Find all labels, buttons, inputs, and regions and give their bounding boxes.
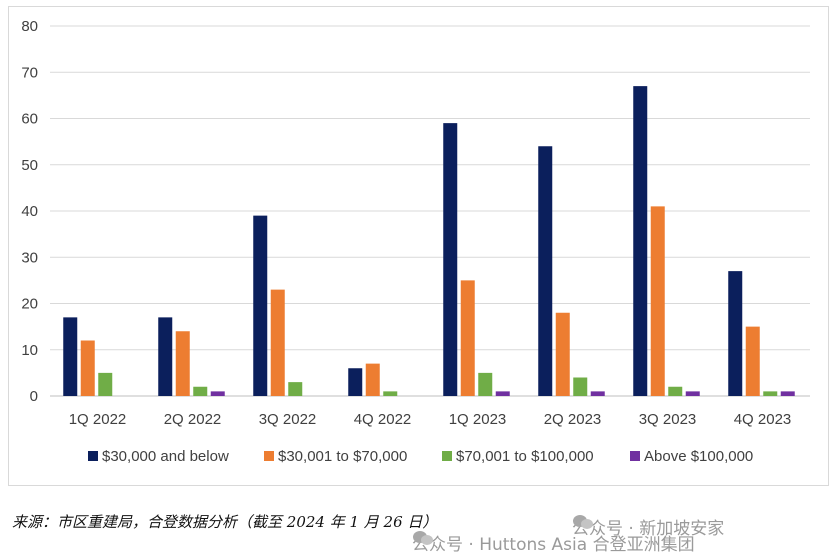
bar — [443, 123, 458, 396]
y-tick-label: 40 — [21, 203, 38, 220]
bar — [270, 289, 285, 396]
y-tick-label: 70 — [21, 64, 38, 81]
legend-swatch — [88, 451, 98, 461]
y-axis-ticks: 0 10 20 30 40 50 60 70 80 — [21, 18, 38, 405]
bar — [158, 317, 173, 396]
bar — [650, 206, 665, 396]
legend-swatch — [630, 451, 640, 461]
bar — [383, 391, 398, 396]
legend: $30,000 and below $30,001 to $70,000 $70,0… — [88, 448, 753, 465]
legend-label: $30,000 and below — [102, 448, 229, 465]
bar — [175, 331, 190, 396]
bar — [573, 377, 588, 396]
x-tick-label: 3Q 2022 — [259, 411, 317, 428]
bar — [193, 386, 208, 396]
bar — [63, 317, 78, 396]
bar — [668, 386, 683, 396]
y-tick-label: 10 — [21, 342, 38, 359]
bar — [80, 340, 95, 396]
x-tick-label: 4Q 2022 — [354, 411, 412, 428]
bar — [633, 86, 648, 396]
legend-swatch — [442, 451, 452, 461]
y-tick-label: 30 — [21, 249, 38, 266]
legend-label: Above $100,000 — [644, 448, 753, 465]
bar — [253, 215, 268, 396]
watermark-1: 公众号 · 新加坡安家 — [572, 514, 724, 539]
chart-frame — [8, 6, 829, 486]
watermark-1-text: 公众号 · 新加坡安家 — [572, 519, 725, 539]
source-note: 来源：市区重建局，合登数据分析（截至 2024 年 1 月 26 日） — [12, 513, 438, 531]
x-axis-ticks: 1Q 2022 2Q 2022 3Q 2022 4Q 2022 1Q 2023 2Q 20… — [69, 411, 792, 428]
bar — [538, 146, 553, 396]
wechat-icon — [413, 531, 433, 545]
bar — [590, 391, 605, 396]
bar — [348, 368, 363, 396]
legend-swatch — [264, 451, 274, 461]
bars — [63, 86, 795, 396]
x-tick-label: 2Q 2023 — [544, 411, 602, 428]
bar — [763, 391, 778, 396]
y-tick-label: 50 — [21, 157, 38, 174]
bar — [495, 391, 510, 396]
wechat-icon — [573, 515, 593, 529]
bar — [210, 391, 225, 396]
x-tick-label: 4Q 2023 — [734, 411, 792, 428]
bar — [745, 326, 760, 396]
legend-label: $70,001 to $100,000 — [456, 448, 594, 465]
bar — [460, 280, 475, 396]
bar — [728, 271, 743, 396]
watermark-2: 公众号 · Huttons Asia 合登亚洲集团 — [412, 530, 695, 555]
bar — [288, 382, 303, 396]
x-tick-label: 1Q 2023 — [449, 411, 507, 428]
bar — [555, 312, 570, 396]
y-tick-label: 80 — [21, 18, 38, 35]
bar — [365, 363, 380, 396]
bar — [98, 372, 113, 396]
legend-label: $30,001 to $70,000 — [278, 448, 407, 465]
x-tick-label: 2Q 2022 — [164, 411, 222, 428]
y-tick-label: 60 — [21, 111, 38, 128]
bar — [780, 391, 795, 396]
bar — [685, 391, 700, 396]
y-tick-label: 0 — [30, 388, 38, 405]
bar — [478, 372, 493, 396]
watermark-2-text: 公众号 · Huttons Asia 合登亚洲集团 — [412, 535, 695, 555]
bar-chart: 0 10 20 30 40 50 60 70 80 1Q 2022 2Q 2022 3Q 2022 4… — [21, 18, 810, 465]
x-tick-label: 1Q 2022 — [69, 411, 127, 428]
x-tick-label: 3Q 2023 — [639, 411, 697, 428]
y-tick-label: 20 — [21, 296, 38, 313]
